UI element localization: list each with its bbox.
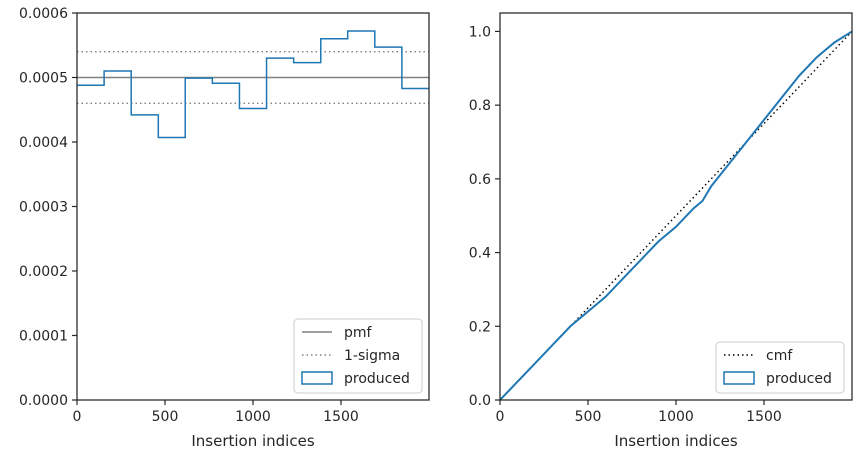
- legend-label-1-sigma: 1-sigma: [344, 348, 400, 364]
- legend-label-produced: produced: [766, 371, 832, 387]
- legend: cmf produced: [715, 341, 845, 394]
- y-tick-label: 0.0000: [19, 393, 68, 409]
- panel-left-pmf: 0 500 1000 1500 0.0000 0.0001 0.0002 0.0003 0.00…: [19, 6, 430, 450]
- y-tick-label: 0.4: [469, 246, 491, 262]
- y-tick-label: 0.0004: [19, 135, 68, 151]
- panel-right-cmf: 0 500 1000 1500 0.0 0.2 0.4 0.6 0.8 1.0 Insertion …: [469, 12, 853, 450]
- x-axis-label: Insertion indices: [191, 432, 314, 450]
- series-produced-cumulative: [500, 30, 852, 400]
- legend-label-pmf: pmf: [344, 325, 373, 341]
- legend: pmf 1-sigma produced: [293, 318, 423, 394]
- series-produced-step: [77, 30, 429, 139]
- y-tick-label: 1.0: [469, 24, 491, 40]
- x-tick-label: 1000: [658, 409, 694, 425]
- y-tick-label: 0.8: [469, 98, 491, 114]
- x-tick-label: 0: [73, 409, 82, 425]
- x-tick-label: 1000: [235, 409, 271, 425]
- y-tick-label: 0.6: [469, 172, 491, 188]
- legend-label-cmf: cmf: [766, 348, 793, 364]
- legend-swatch-produced: [723, 371, 755, 385]
- x-tick-label: 0: [496, 409, 505, 425]
- x-tick-label: 1500: [323, 409, 359, 425]
- y-tick-label: 0.2: [469, 319, 491, 335]
- legend-label-produced: produced: [344, 371, 410, 387]
- y-tick-label: 0.0002: [19, 264, 68, 280]
- x-tick-label: 500: [152, 409, 179, 425]
- legend-box: [293, 318, 423, 394]
- y-tick-label: 0.0001: [19, 329, 68, 345]
- y-tick-label: 0.0: [469, 393, 491, 409]
- plot-area: [500, 30, 852, 400]
- y-tick-label: 0.0005: [19, 71, 68, 87]
- x-axis-label: Insertion indices: [614, 432, 737, 450]
- y-tick-label: 0.0006: [19, 6, 68, 22]
- x-tick-label: 500: [575, 409, 602, 425]
- x-tick-label: 1500: [746, 409, 782, 425]
- legend-swatch-produced: [301, 371, 333, 385]
- y-tick-label: 0.0003: [19, 200, 68, 216]
- plot-area: [77, 30, 429, 139]
